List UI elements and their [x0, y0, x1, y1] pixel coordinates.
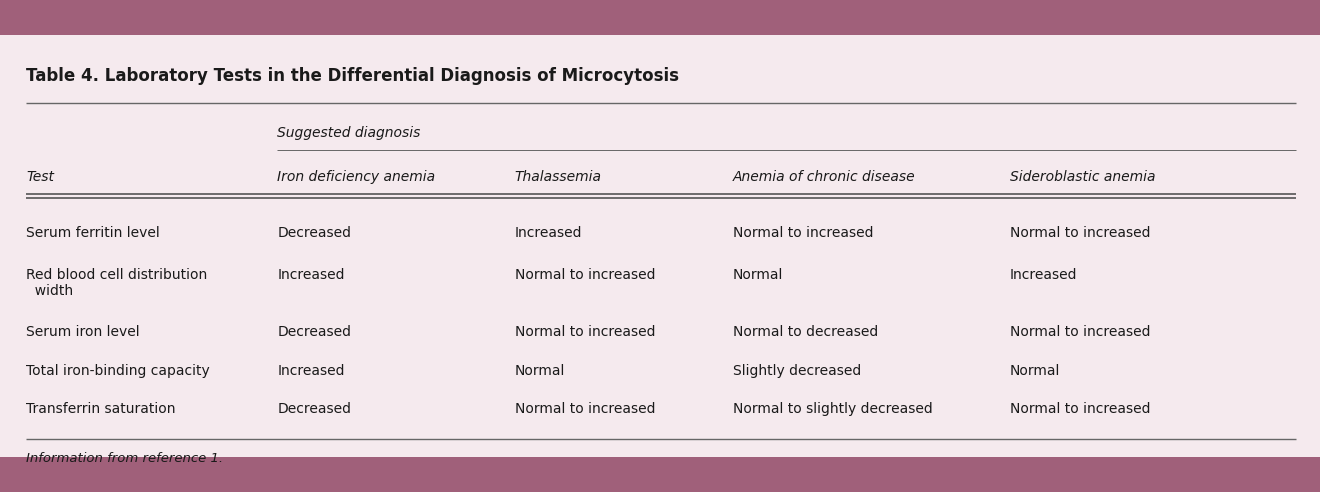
Text: Thalassemia: Thalassemia: [515, 170, 602, 184]
Text: Slightly decreased: Slightly decreased: [733, 364, 861, 378]
Text: Serum iron level: Serum iron level: [26, 325, 140, 338]
Text: Transferrin saturation: Transferrin saturation: [26, 402, 176, 416]
Text: Total iron-binding capacity: Total iron-binding capacity: [26, 364, 210, 378]
Text: Increased: Increased: [277, 268, 345, 282]
Text: Normal to decreased: Normal to decreased: [733, 325, 878, 338]
Text: Red blood cell distribution
  width: Red blood cell distribution width: [26, 268, 207, 298]
Text: Serum ferritin level: Serum ferritin level: [26, 226, 160, 240]
Text: Increased: Increased: [515, 226, 582, 240]
Text: Normal to increased: Normal to increased: [515, 268, 655, 282]
Text: Decreased: Decreased: [277, 325, 351, 338]
Text: Decreased: Decreased: [277, 402, 351, 416]
Text: Normal to increased: Normal to increased: [1010, 325, 1150, 338]
Text: Normal to increased: Normal to increased: [1010, 402, 1150, 416]
Bar: [0, 0, 1320, 35]
Bar: [0, 457, 1320, 492]
Text: Normal to increased: Normal to increased: [515, 402, 655, 416]
Text: Normal to increased: Normal to increased: [733, 226, 873, 240]
Text: Normal: Normal: [733, 268, 783, 282]
Text: Normal to increased: Normal to increased: [1010, 226, 1150, 240]
Text: Sideroblastic anemia: Sideroblastic anemia: [1010, 170, 1155, 184]
Text: Table 4. Laboratory Tests in the Differential Diagnosis of Microcytosis: Table 4. Laboratory Tests in the Differe…: [26, 67, 680, 85]
Text: Normal: Normal: [515, 364, 565, 378]
Text: Decreased: Decreased: [277, 226, 351, 240]
Text: Normal to slightly decreased: Normal to slightly decreased: [733, 402, 932, 416]
Text: Suggested diagnosis: Suggested diagnosis: [277, 126, 421, 140]
Text: Increased: Increased: [277, 364, 345, 378]
Text: Increased: Increased: [1010, 268, 1077, 282]
Text: Information from reference 1.: Information from reference 1.: [26, 452, 223, 465]
Text: Normal: Normal: [1010, 364, 1060, 378]
Text: Iron deficiency anemia: Iron deficiency anemia: [277, 170, 436, 184]
Text: Normal to increased: Normal to increased: [515, 325, 655, 338]
Text: Test: Test: [26, 170, 54, 184]
Text: Anemia of chronic disease: Anemia of chronic disease: [733, 170, 915, 184]
